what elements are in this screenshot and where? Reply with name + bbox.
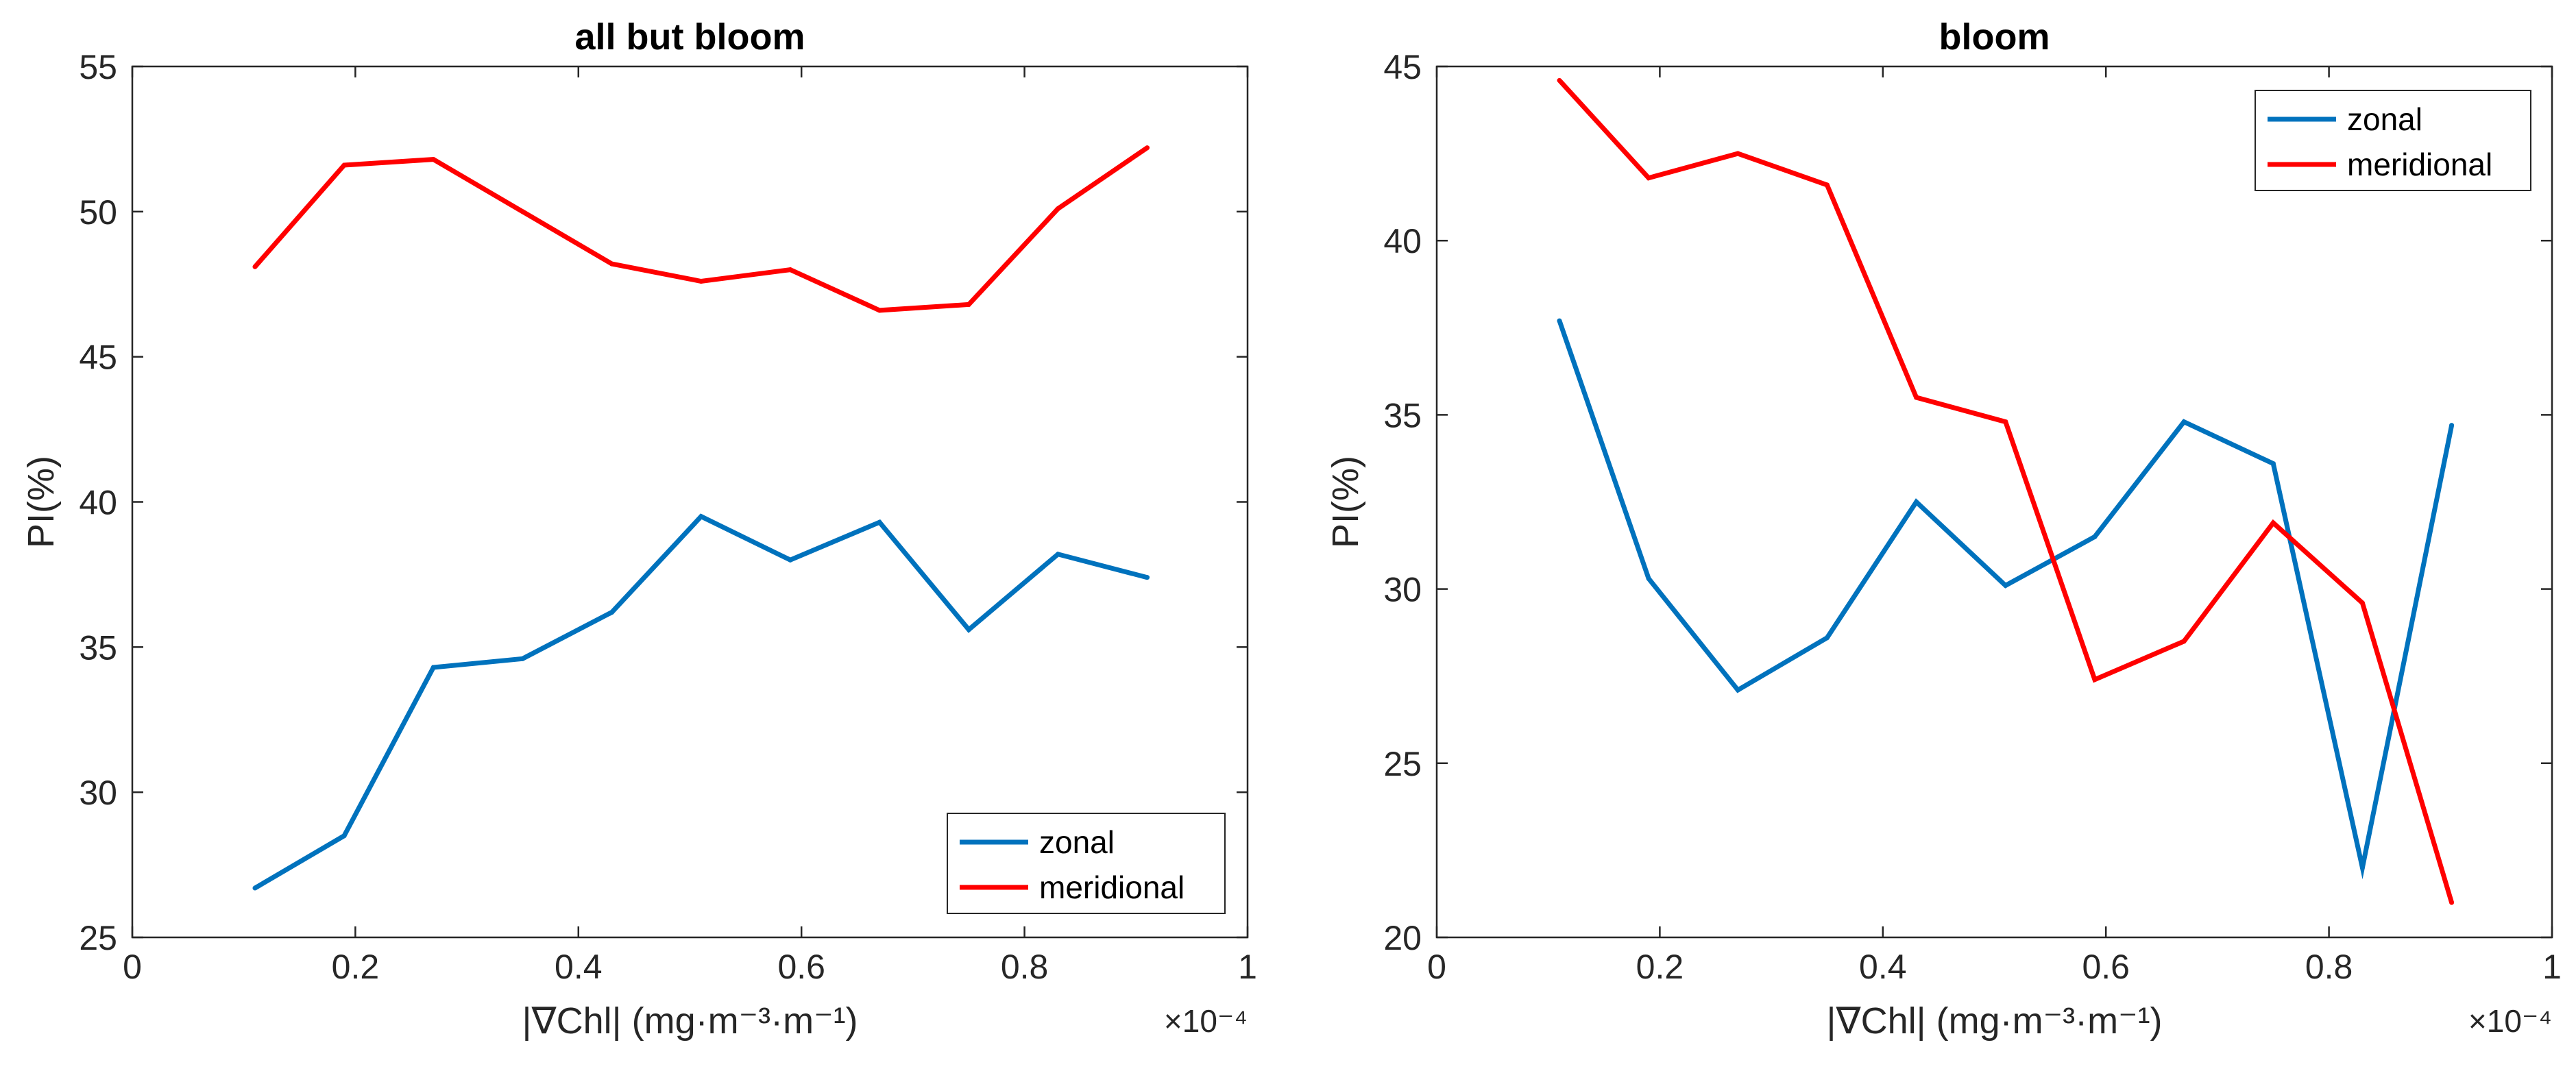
data-point-meridional xyxy=(609,261,615,267)
x-tick-label: 0.4 xyxy=(1859,948,1907,986)
axes-box xyxy=(1435,65,2553,939)
x-axis-label: |∇Chl| (mg·m⁻³·m⁻¹) xyxy=(522,1000,858,1042)
y-tick-label: 40 xyxy=(1383,222,1422,260)
left-chart-panel: 0 0.2 0.4 0.6 0.8 1 25 30 35 40 45 50 55 all but bloo… xyxy=(21,16,1257,1042)
y-tick-label: 25 xyxy=(79,919,117,957)
y-axis-label: PI(%) xyxy=(21,456,62,548)
data-point-zonal xyxy=(877,519,882,525)
y-tick-label: 30 xyxy=(1383,571,1422,609)
data-point-meridional xyxy=(430,157,436,162)
chart-title: all but bloom xyxy=(575,16,805,58)
data-point-meridional xyxy=(2003,419,2008,425)
data-point-zonal xyxy=(2270,461,2276,467)
legend-label-meridional: meridional xyxy=(2347,147,2492,182)
data-point-zonal xyxy=(966,627,971,632)
data-point-meridional xyxy=(2092,677,2098,682)
data-point-meridional xyxy=(1735,151,1740,156)
data-point-zonal xyxy=(1055,552,1060,557)
data-point-zonal xyxy=(1735,687,1740,693)
y-axis-label: PI(%) xyxy=(1325,456,1366,548)
y-tick-label: 40 xyxy=(79,484,117,522)
x-axis-multiplier: ×10⁻⁴ xyxy=(1164,1003,1248,1039)
data-point-zonal xyxy=(430,665,436,670)
x-tick-label: 0.8 xyxy=(1001,948,1049,986)
y-tick-label: 55 xyxy=(79,48,117,86)
data-point-meridional xyxy=(1914,395,1919,400)
y-tick-label: 20 xyxy=(1383,919,1422,957)
data-point-zonal xyxy=(2359,865,2365,870)
chart-title: bloom xyxy=(1939,16,2050,58)
legend-label-zonal: zonal xyxy=(1039,824,1115,860)
x-tick-label: 0.2 xyxy=(1636,948,1684,986)
x-tick-label: 0.8 xyxy=(2305,948,2353,986)
axes-box xyxy=(131,65,1249,939)
x-tick-label: 0.2 xyxy=(332,948,380,986)
y-tick-label: 45 xyxy=(79,338,117,377)
data-point-zonal xyxy=(341,833,347,839)
legend-box xyxy=(947,813,1226,914)
data-point-meridional xyxy=(1055,206,1060,212)
data-point-meridional xyxy=(341,162,347,168)
data-point-meridional xyxy=(1824,182,1830,188)
data-point-zonal xyxy=(2003,583,2008,589)
data-point-zonal xyxy=(1824,635,1830,641)
data-point-zonal xyxy=(1557,318,1562,323)
right-chart-panel: 0 0.2 0.4 0.6 0.8 1 20 25 30 35 40 45 bloom |∇Chl| (m… xyxy=(1325,16,2562,1042)
data-point-meridional xyxy=(788,267,793,273)
data-point-meridional xyxy=(520,209,525,214)
data-point-zonal xyxy=(788,557,793,563)
x-tick-label: 0 xyxy=(123,948,142,986)
data-point-zonal xyxy=(1914,500,1919,504)
x-tick-label: 0.4 xyxy=(555,948,603,986)
data-point-zonal xyxy=(1145,575,1150,580)
x-tick-label: 1 xyxy=(1238,948,1257,986)
y-tick-label: 35 xyxy=(79,628,117,667)
x-tick-label: 0 xyxy=(1427,948,1446,986)
data-point-meridional xyxy=(252,264,258,269)
data-point-meridional xyxy=(1557,77,1562,83)
data-point-meridional xyxy=(1145,145,1150,151)
legend-label-meridional: meridional xyxy=(1039,870,1184,905)
data-point-zonal xyxy=(1646,576,1651,581)
x-axis-multiplier: ×10⁻⁴ xyxy=(2468,1003,2552,1039)
data-point-meridional xyxy=(2359,600,2365,606)
x-tick-label: 0.6 xyxy=(777,948,825,986)
data-point-meridional xyxy=(2270,520,2276,526)
data-point-meridional xyxy=(2181,639,2187,644)
data-point-zonal xyxy=(252,885,258,891)
data-point-zonal xyxy=(2181,419,2187,425)
data-point-meridional xyxy=(2449,900,2455,905)
x-axis-label: |∇Chl| (mg·m⁻³·m⁻¹) xyxy=(1826,1000,2162,1042)
data-point-zonal xyxy=(2449,423,2455,428)
legend: zonal meridional xyxy=(947,813,1226,914)
y-tick-label: 25 xyxy=(1383,745,1422,783)
x-tick-label: 0.6 xyxy=(2082,948,2130,986)
legend-label-zonal: zonal xyxy=(2347,101,2422,137)
data-point-meridional xyxy=(698,279,704,284)
data-point-meridional xyxy=(966,301,971,307)
legend: zonal meridional xyxy=(2255,90,2531,191)
data-point-zonal xyxy=(2092,534,2098,539)
y-tick-label: 35 xyxy=(1383,396,1422,434)
data-point-zonal xyxy=(609,609,615,615)
y-tick-label: 45 xyxy=(1383,48,1422,86)
legend-box xyxy=(2255,90,2531,191)
data-point-zonal xyxy=(520,656,525,661)
data-point-meridional xyxy=(1646,175,1651,181)
data-point-zonal xyxy=(698,514,704,519)
y-tick-label: 30 xyxy=(79,774,117,812)
y-tick-label: 50 xyxy=(79,193,117,232)
x-tick-label: 1 xyxy=(2542,948,2562,986)
data-point-meridional xyxy=(877,308,882,313)
